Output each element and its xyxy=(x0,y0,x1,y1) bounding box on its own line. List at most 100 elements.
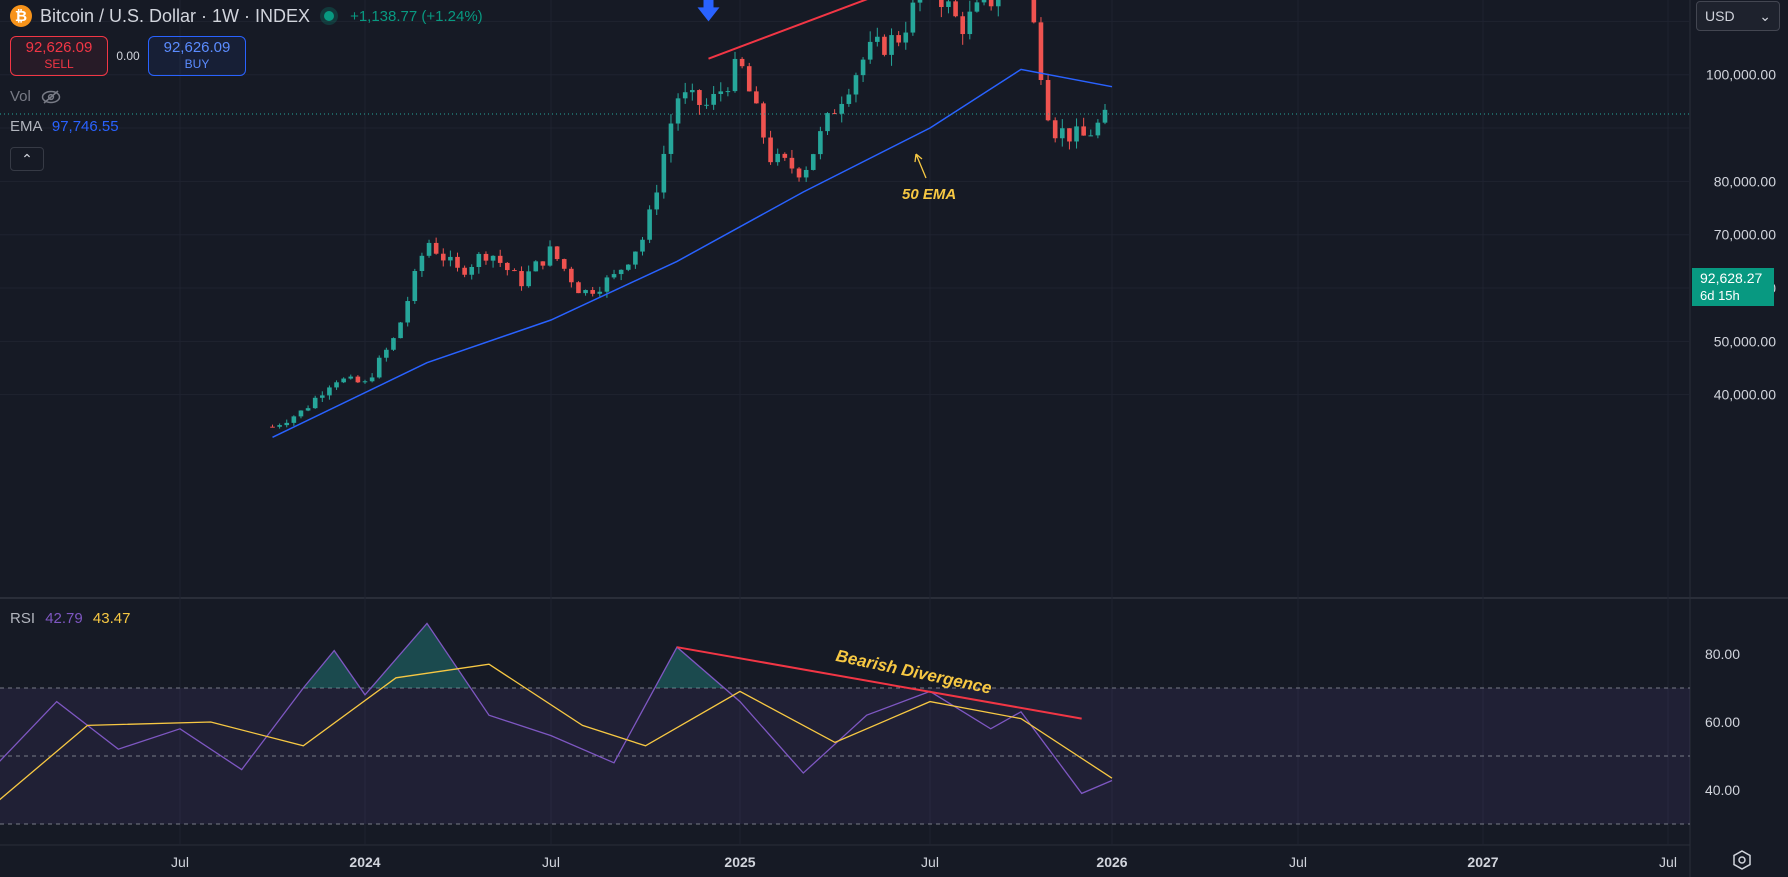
candle-body[interactable] xyxy=(440,253,446,261)
candle-body[interactable] xyxy=(426,242,432,256)
candle-body[interactable] xyxy=(448,256,453,261)
candle-body[interactable] xyxy=(334,382,339,388)
candle-body[interactable] xyxy=(818,131,823,155)
candle-body[interactable] xyxy=(633,251,638,265)
candle-body[interactable] xyxy=(796,168,802,178)
candle-body[interactable] xyxy=(576,282,581,294)
candle-body[interactable] xyxy=(839,103,845,114)
buy-button[interactable]: 92,626.09 BUY xyxy=(148,36,246,76)
candle-body[interactable] xyxy=(746,66,752,92)
resistance-trendline[interactable] xyxy=(708,0,1022,60)
candle-body[interactable] xyxy=(590,290,595,294)
candle-body[interactable] xyxy=(939,0,944,8)
candle-body[interactable] xyxy=(1031,0,1037,23)
candle-body[interactable] xyxy=(1060,128,1065,139)
candle-body[interactable] xyxy=(1045,80,1051,121)
candle-body[interactable] xyxy=(369,377,375,382)
candle-body[interactable] xyxy=(433,242,439,254)
candle-body[interactable] xyxy=(768,137,773,163)
price-plot[interactable]: 50 EMA xyxy=(0,0,1690,438)
candle-body[interactable] xyxy=(1038,22,1044,81)
candle-body[interactable] xyxy=(284,422,290,426)
candle-body[interactable] xyxy=(832,113,837,115)
candle-body[interactable] xyxy=(846,94,852,104)
candle-body[interactable] xyxy=(803,169,809,178)
rsi-ma-line[interactable] xyxy=(0,663,1113,803)
candle-body[interactable] xyxy=(362,381,368,383)
candle-body[interactable] xyxy=(946,1,951,8)
candle-body[interactable] xyxy=(597,291,603,294)
candle-body[interactable] xyxy=(505,262,510,271)
candle-body[interactable] xyxy=(988,0,994,7)
candle-body[interactable] xyxy=(754,91,759,104)
candle-body[interactable] xyxy=(583,290,588,294)
volume-indicator-legend[interactable]: Vol xyxy=(10,88,61,105)
candle-body[interactable] xyxy=(533,261,539,272)
candle-body[interactable] xyxy=(882,36,887,55)
candle-body[interactable] xyxy=(853,75,859,95)
candle-body[interactable] xyxy=(903,32,909,43)
candle-body[interactable] xyxy=(682,92,688,99)
candle-body[interactable] xyxy=(675,98,681,124)
settings-gear-icon[interactable] xyxy=(1732,850,1752,870)
candle-body[interactable] xyxy=(875,36,880,42)
candle-body[interactable] xyxy=(391,338,396,350)
candle-body[interactable] xyxy=(860,59,866,76)
candle-body[interactable] xyxy=(775,153,780,163)
candle-body[interactable] xyxy=(647,209,652,240)
candle-body[interactable] xyxy=(896,35,901,43)
candle-body[interactable] xyxy=(739,58,745,67)
rsi-plot[interactable]: Bearish Divergence xyxy=(0,622,1690,825)
candle-body[interactable] xyxy=(462,267,467,275)
candle-body[interactable] xyxy=(604,277,610,292)
candle-body[interactable] xyxy=(611,274,617,278)
candle-body[interactable] xyxy=(704,104,709,106)
candle-body[interactable] xyxy=(1102,109,1108,123)
symbol-header[interactable]: ₿ Bitcoin / U.S. Dollar · 1W · INDEX +1,… xyxy=(10,4,483,28)
candle-body[interactable] xyxy=(953,1,958,17)
candle-body[interactable] xyxy=(412,271,418,302)
candle-body[interactable] xyxy=(561,259,567,269)
candle-body[interactable] xyxy=(732,58,738,92)
candle-body[interactable] xyxy=(1074,126,1079,142)
candle-body[interactable] xyxy=(270,426,275,428)
symbol-title[interactable]: Bitcoin / U.S. Dollar · 1W · INDEX xyxy=(40,5,311,26)
candle-body[interactable] xyxy=(889,35,894,55)
candle-body[interactable] xyxy=(1081,126,1086,136)
candle-body[interactable] xyxy=(540,261,546,266)
candle-body[interactable] xyxy=(341,378,346,383)
candle-body[interactable] xyxy=(419,255,425,272)
candle-body[interactable] xyxy=(554,246,560,260)
candle-body[interactable] xyxy=(483,253,489,261)
sell-button[interactable]: 92,626.09 SELL xyxy=(10,36,108,76)
candle-body[interactable] xyxy=(618,269,624,275)
candle-body[interactable] xyxy=(654,192,660,210)
candle-body[interactable] xyxy=(697,90,702,105)
rsi-indicator-legend[interactable]: RSI 42.79 43.47 xyxy=(10,610,130,627)
candle-body[interactable] xyxy=(312,397,318,409)
candle-body[interactable] xyxy=(476,253,482,268)
ema-line[interactable] xyxy=(272,68,1113,438)
candle-body[interactable] xyxy=(277,425,282,427)
candle-body[interactable] xyxy=(469,267,475,275)
candle-body[interactable] xyxy=(1052,120,1058,139)
candle-body[interactable] xyxy=(405,301,410,323)
candle-body[interactable] xyxy=(384,349,389,358)
candle-body[interactable] xyxy=(305,408,311,411)
candle-body[interactable] xyxy=(910,2,916,33)
currency-select[interactable]: USD ⌄ xyxy=(1696,1,1780,31)
candle-body[interactable] xyxy=(1095,122,1101,136)
candle-body[interactable] xyxy=(625,264,631,270)
candle-body[interactable] xyxy=(320,395,325,398)
candle-body[interactable] xyxy=(995,0,1001,7)
candle-body[interactable] xyxy=(569,268,574,283)
eye-hidden-icon[interactable] xyxy=(41,89,61,104)
candle-body[interactable] xyxy=(867,41,873,60)
candle-body[interactable] xyxy=(974,2,980,12)
candle-body[interactable] xyxy=(519,271,524,287)
candle-body[interactable] xyxy=(398,322,403,339)
candle-body[interactable] xyxy=(725,91,731,93)
candle-body[interactable] xyxy=(348,376,354,379)
candle-body[interactable] xyxy=(291,416,297,423)
